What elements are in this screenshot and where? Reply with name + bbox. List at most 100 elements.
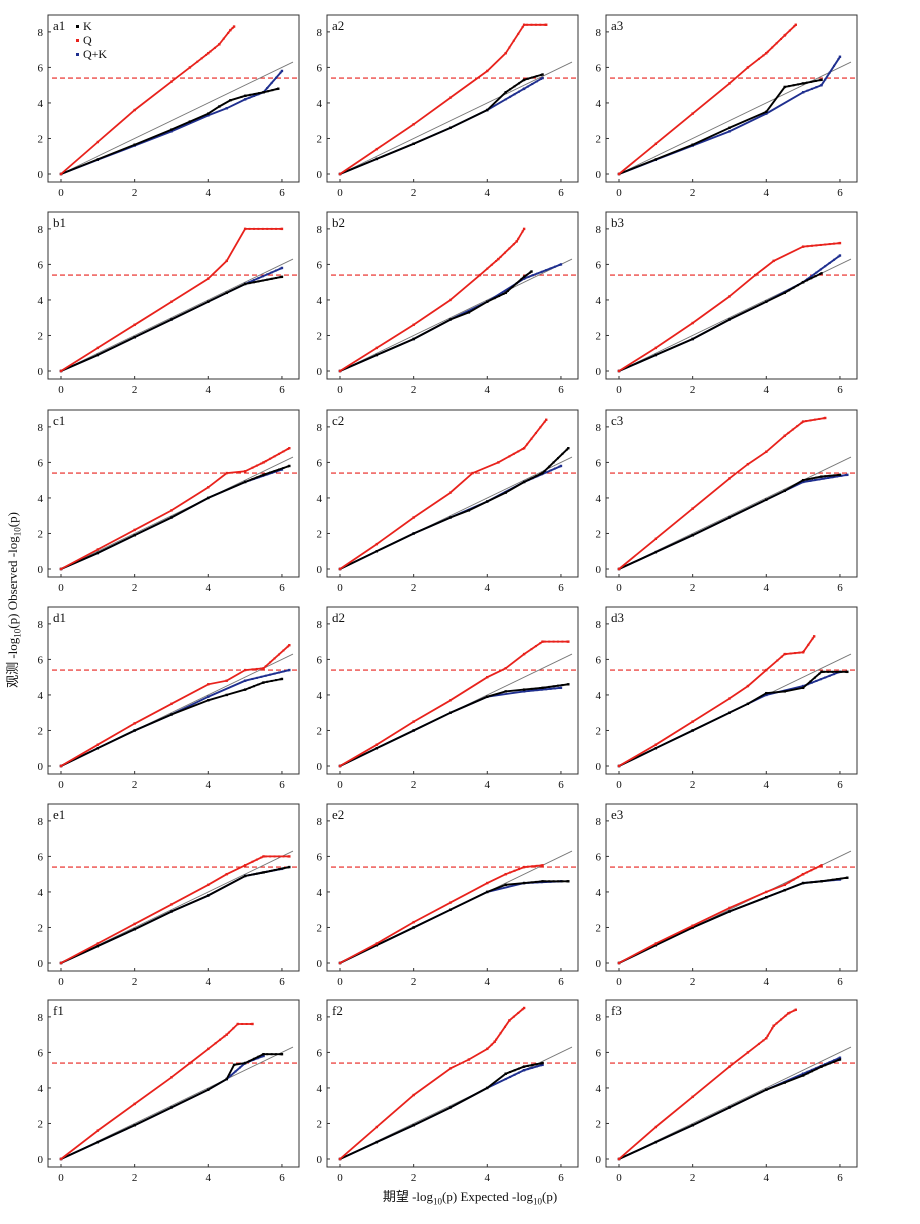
tail-point <box>522 88 525 91</box>
tail-point <box>806 1070 809 1073</box>
data-point <box>746 702 750 706</box>
tail-point <box>504 873 507 876</box>
tail-point <box>282 466 285 469</box>
tail-point <box>819 1065 822 1068</box>
series-line <box>60 228 282 372</box>
series-q <box>617 1008 797 1161</box>
tail-point <box>260 675 263 678</box>
tail-point <box>557 457 560 460</box>
x-tick-label: 4 <box>764 976 770 988</box>
series-line <box>60 447 290 570</box>
y-tick-label: 8 <box>596 816 602 828</box>
tail-point <box>252 685 255 688</box>
tail-point <box>540 77 543 80</box>
data-point <box>728 1106 731 1109</box>
y-tick-label: 0 <box>596 564 602 576</box>
data-point <box>654 1140 658 1144</box>
x-tick-label: 6 <box>279 779 285 791</box>
tail-point <box>517 1011 520 1014</box>
tail-point <box>526 443 529 446</box>
data-point <box>541 1063 544 1067</box>
tail-point <box>771 1027 774 1030</box>
series-line <box>618 242 841 372</box>
series-line <box>339 419 547 570</box>
tail-point <box>822 879 825 882</box>
tail-point <box>255 858 258 861</box>
data-point <box>765 1088 768 1091</box>
tail-point <box>273 657 276 660</box>
tail-point <box>801 873 804 876</box>
x-tick-label: 4 <box>485 1172 491 1184</box>
tail-point <box>543 640 546 643</box>
tail-point <box>264 674 267 677</box>
data-point <box>654 1125 658 1129</box>
data-point <box>96 944 100 948</box>
series-qplus-k <box>59 668 291 768</box>
tail-point <box>809 479 812 482</box>
tail-point <box>800 421 803 424</box>
y-tick-label: 4 <box>38 295 44 307</box>
tail-point <box>536 689 539 692</box>
data-point <box>59 369 63 373</box>
data-point <box>654 743 658 746</box>
tail-point <box>248 96 251 99</box>
tail-point <box>828 71 831 74</box>
x-tick-label: 2 <box>132 779 138 791</box>
data-point <box>497 257 500 261</box>
data-point <box>225 107 228 110</box>
series-line <box>60 275 283 372</box>
tail-point <box>757 1042 760 1045</box>
data-point <box>838 473 842 477</box>
tail-point <box>227 31 230 34</box>
tail-point <box>270 271 273 274</box>
tail-point <box>543 880 546 883</box>
tail-point <box>257 683 260 686</box>
tail-point <box>805 279 808 282</box>
tail-point <box>837 1057 840 1060</box>
data-point <box>541 686 544 690</box>
tail-point <box>796 876 799 879</box>
data-point <box>262 1054 265 1058</box>
tail-point <box>802 1072 805 1075</box>
tail-point <box>783 291 786 294</box>
y-tick-label: 0 <box>38 169 44 181</box>
series-q <box>59 447 291 571</box>
tail-point <box>539 473 542 476</box>
tail-point <box>833 474 836 477</box>
tail-point <box>504 1072 507 1075</box>
data-point <box>280 69 284 73</box>
panel-label: b3 <box>611 215 624 230</box>
series-qplus-k <box>617 878 842 965</box>
x-tick-label: 4 <box>485 976 491 988</box>
data-point <box>504 291 507 295</box>
series-line <box>618 24 797 175</box>
data-point <box>262 473 265 477</box>
tail-point <box>502 292 505 295</box>
tail-point <box>270 1053 273 1056</box>
data-point <box>207 699 210 702</box>
panel-label: e1 <box>53 807 65 822</box>
panel-c2: 0 2 4 6 8 0 2 4 6 c2 <box>317 409 579 594</box>
tail-point <box>831 878 834 881</box>
tail-point <box>255 667 258 670</box>
tail-point <box>257 277 260 280</box>
data-point <box>728 126 731 130</box>
series-k <box>59 87 280 176</box>
tail-point <box>827 879 830 882</box>
tail-point <box>814 79 817 82</box>
tail-point <box>824 475 827 478</box>
data-point <box>801 881 805 885</box>
tail-point <box>486 1047 489 1050</box>
data-point <box>338 961 342 965</box>
data-point <box>170 318 173 321</box>
tail-point <box>828 474 831 477</box>
data-point <box>801 480 805 484</box>
x-axis-label-cn: 期望 -log <box>382 1189 434 1204</box>
tail-point <box>780 1018 783 1021</box>
x-axis-label-en: Expected -log <box>460 1189 533 1204</box>
data-point <box>207 300 210 303</box>
tail-point <box>840 877 843 880</box>
tail-point <box>789 652 792 655</box>
series-q <box>617 23 797 176</box>
data-point <box>375 147 379 151</box>
